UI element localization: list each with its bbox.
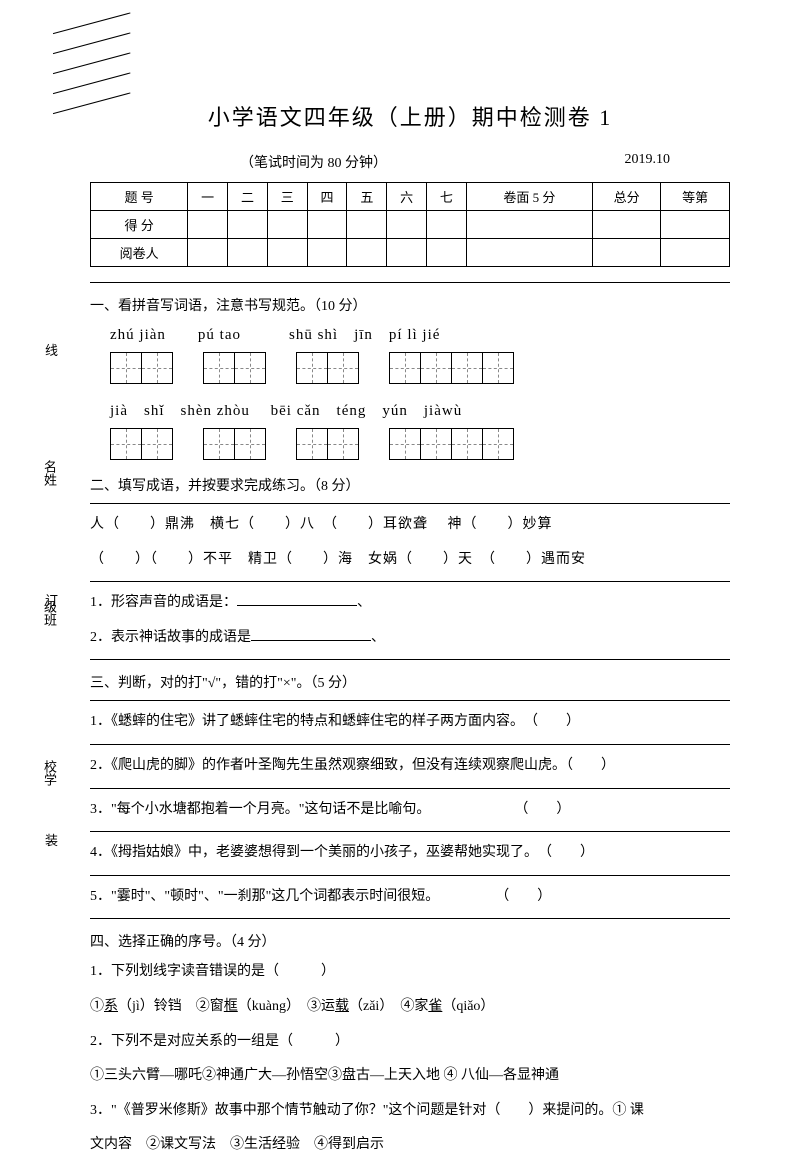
row-label: 得 分 bbox=[91, 211, 188, 239]
col-header: 题 号 bbox=[91, 183, 188, 211]
col-header: 二 bbox=[228, 183, 268, 211]
s4-q2: 2．下列不是对应关系的一组是（ ） bbox=[90, 1029, 730, 1056]
section-4-header: 四、选择正确的序号。（4 分） bbox=[90, 931, 730, 951]
side-label-xian: 线 bbox=[45, 340, 58, 359]
s4-q3: 3．"《普罗米修斯》故事中那个情节触动了你？"这个问题是针对（ ）来提问的。① … bbox=[90, 1098, 730, 1125]
table-row: 阅卷人 bbox=[91, 239, 730, 267]
col-header: 等第 bbox=[661, 183, 730, 211]
char-boxes-row-2 bbox=[110, 428, 730, 460]
s4-q1-opts: ①系（jì）铃铛 ②窗框（kuàng） ③运载（zǎi） ④家雀（qiǎo） bbox=[90, 994, 730, 1021]
subtitle-row: （笔试时间为 80 分钟） 2019.10 bbox=[90, 152, 730, 172]
col-header: 卷面 5 分 bbox=[466, 183, 592, 211]
corner-decoration bbox=[50, 10, 130, 100]
s3-q5: 5．"霎时"、"顿时"、"一刹那"这几个词都表示时间很短。 （ ） bbox=[90, 884, 730, 911]
pinyin-row-2: jià shǐ shèn zhòu bēi cǎn téng yún jiàwù bbox=[90, 399, 730, 420]
section-2-header: 二、填写成语，并按要求完成练习。（8 分） bbox=[90, 475, 730, 495]
section-3-header: 三、判断，对的打"√"，错的打"×"。（5 分） bbox=[90, 672, 730, 692]
char-boxes-row-1 bbox=[110, 352, 730, 384]
s3-q3: 3．"每个小水塘都抱着一个月亮。"这句话不是比喻句。 （ ） bbox=[90, 797, 730, 824]
col-header: 三 bbox=[267, 183, 307, 211]
side-label-class: 级班 bbox=[40, 600, 59, 626]
col-header: 总分 bbox=[592, 183, 661, 211]
s3-q2: 2．《爬山虎的脚》的作者叶圣陶先生虽然观察细致，但没有连续观察爬山虎。（ ） bbox=[90, 753, 730, 780]
col-header: 六 bbox=[387, 183, 427, 211]
col-header: 一 bbox=[188, 183, 228, 211]
side-label-zhuang: 装 bbox=[45, 830, 58, 849]
section-1-header: 一、看拼音写词语，注意书写规范。（10 分） bbox=[90, 295, 730, 315]
row-label: 阅卷人 bbox=[91, 239, 188, 267]
col-header: 五 bbox=[347, 183, 387, 211]
exam-content: 小学语文四年级（上册）期中检测卷 1 （笔试时间为 80 分钟） 2019.10… bbox=[90, 100, 730, 1167]
side-label-name: 名姓 bbox=[40, 460, 59, 486]
exam-date: 2019.10 bbox=[625, 152, 671, 172]
exam-duration: （笔试时间为 80 分钟） bbox=[240, 152, 387, 172]
s4-q3-cont: 文内容 ②课文写法 ③生活经验 ④得到启示 bbox=[90, 1132, 730, 1159]
table-row: 得 分 bbox=[91, 211, 730, 239]
s2-line1: 人（ ）鼎沸 横七（ ）八 （ ）耳欲聋 神（ ）妙算 bbox=[90, 512, 730, 539]
s2-q2: 2．表示神话故事的成语是、 bbox=[90, 625, 730, 652]
exam-title: 小学语文四年级（上册）期中检测卷 1 bbox=[90, 100, 730, 132]
score-table: 题 号 一 二 三 四 五 六 七 卷面 5 分 总分 等第 得 分 阅卷人 bbox=[90, 182, 730, 267]
table-header-row: 题 号 一 二 三 四 五 六 七 卷面 5 分 总分 等第 bbox=[91, 183, 730, 211]
s4-q2-opts: ①三头六臂—哪吒②神通广大—孙悟空③盘古—上天入地 ④ 八仙—各显神通 bbox=[90, 1063, 730, 1090]
side-label-school: 校学 bbox=[40, 760, 59, 786]
col-header: 七 bbox=[427, 183, 467, 211]
s3-q1: 1．《蟋蟀的住宅》讲了蟋蟀住宅的特点和蟋蟀住宅的样子两方面内容。 （ ） bbox=[90, 709, 730, 736]
s2-q1: 1．形容声音的成语是：、 bbox=[90, 590, 730, 617]
col-header: 四 bbox=[307, 183, 347, 211]
pinyin-row-1: zhú jiàn pú tao shū shì jīn pí lì jié bbox=[90, 323, 730, 344]
s3-q4: 4．《拇指姑娘》中，老婆婆想得到一个美丽的小孩子，巫婆帮她实现了。 （ ） bbox=[90, 840, 730, 867]
s2-line2: （ ）（ ）不平 精卫（ ）海 女娲（ ）天 （ ）遇而安 bbox=[90, 547, 730, 574]
s4-q1: 1．下列划线字读音错误的是（ ） bbox=[90, 959, 730, 986]
